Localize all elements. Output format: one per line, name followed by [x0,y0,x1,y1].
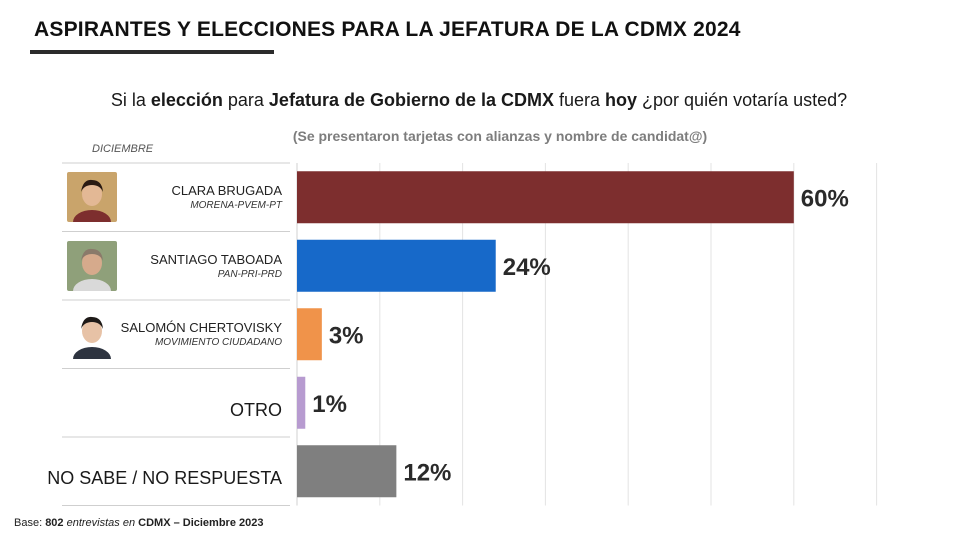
footer-place-date: CDMX – Diciembre 2023 [138,517,264,529]
candidate-party: MORENA-PVEM-PT [190,200,282,212]
bar-4 [297,376,306,429]
question-text-1: Si la [110,90,151,110]
question-text-2: para [222,90,269,110]
question-bold-3: hoy [605,90,638,110]
footer-text-2: entrevistas en [63,517,139,529]
candidate-name: SANTIAGO TABOADA [150,251,282,267]
candidate-party: MOVIMIENTO CIUDADANO [154,337,282,349]
clara-brugada-photo [67,172,117,223]
data-label-5: 12% [403,459,451,486]
footer-sample-size: 802 [45,517,64,529]
question-bold-1: elección [150,90,223,110]
category-name: NO SABE / NO RESPUESTA [47,468,282,489]
bar-3 [297,308,322,361]
title-underline [30,50,274,54]
candidate-name: SALOMÓN CHERTOVISKY [120,320,282,336]
data-label-4: 1% [312,391,347,418]
methodology-note: (Se presentaron tarjetas con alianzas y … [292,128,708,144]
period-label: DICIEMBRE [92,143,154,155]
category-name: OTRO [230,399,282,420]
bar-5 [297,445,397,498]
data-label-2: 24% [503,254,551,281]
candidate-name: CLARA BRUGADA [171,183,282,199]
data-label-1: 60% [801,185,849,212]
footer-text-1: Base: [14,517,46,529]
data-label-3: 3% [329,322,364,349]
question-text-4: ¿por quién votaría usted? [637,90,848,110]
candidate-party: PAN-PRI-PRD [217,268,282,280]
santiago-taboada-photo [67,240,117,291]
page-title: ASPIRANTES Y ELECCIONES PARA LA JEFATURA… [34,18,741,41]
salomon-chertovisky-photo [67,309,117,360]
survey-question: Si la elección para Jefatura de Gobierno… [0,90,958,111]
footer-base: Base: 802 entrevistas en CDMX – Diciembr… [14,517,263,529]
bar-2 [297,239,496,292]
bar-1 [297,171,794,224]
question-text-3: fuera [553,90,606,110]
question-bold-2: Jefatura de Gobierno de la CDMX [268,90,554,110]
